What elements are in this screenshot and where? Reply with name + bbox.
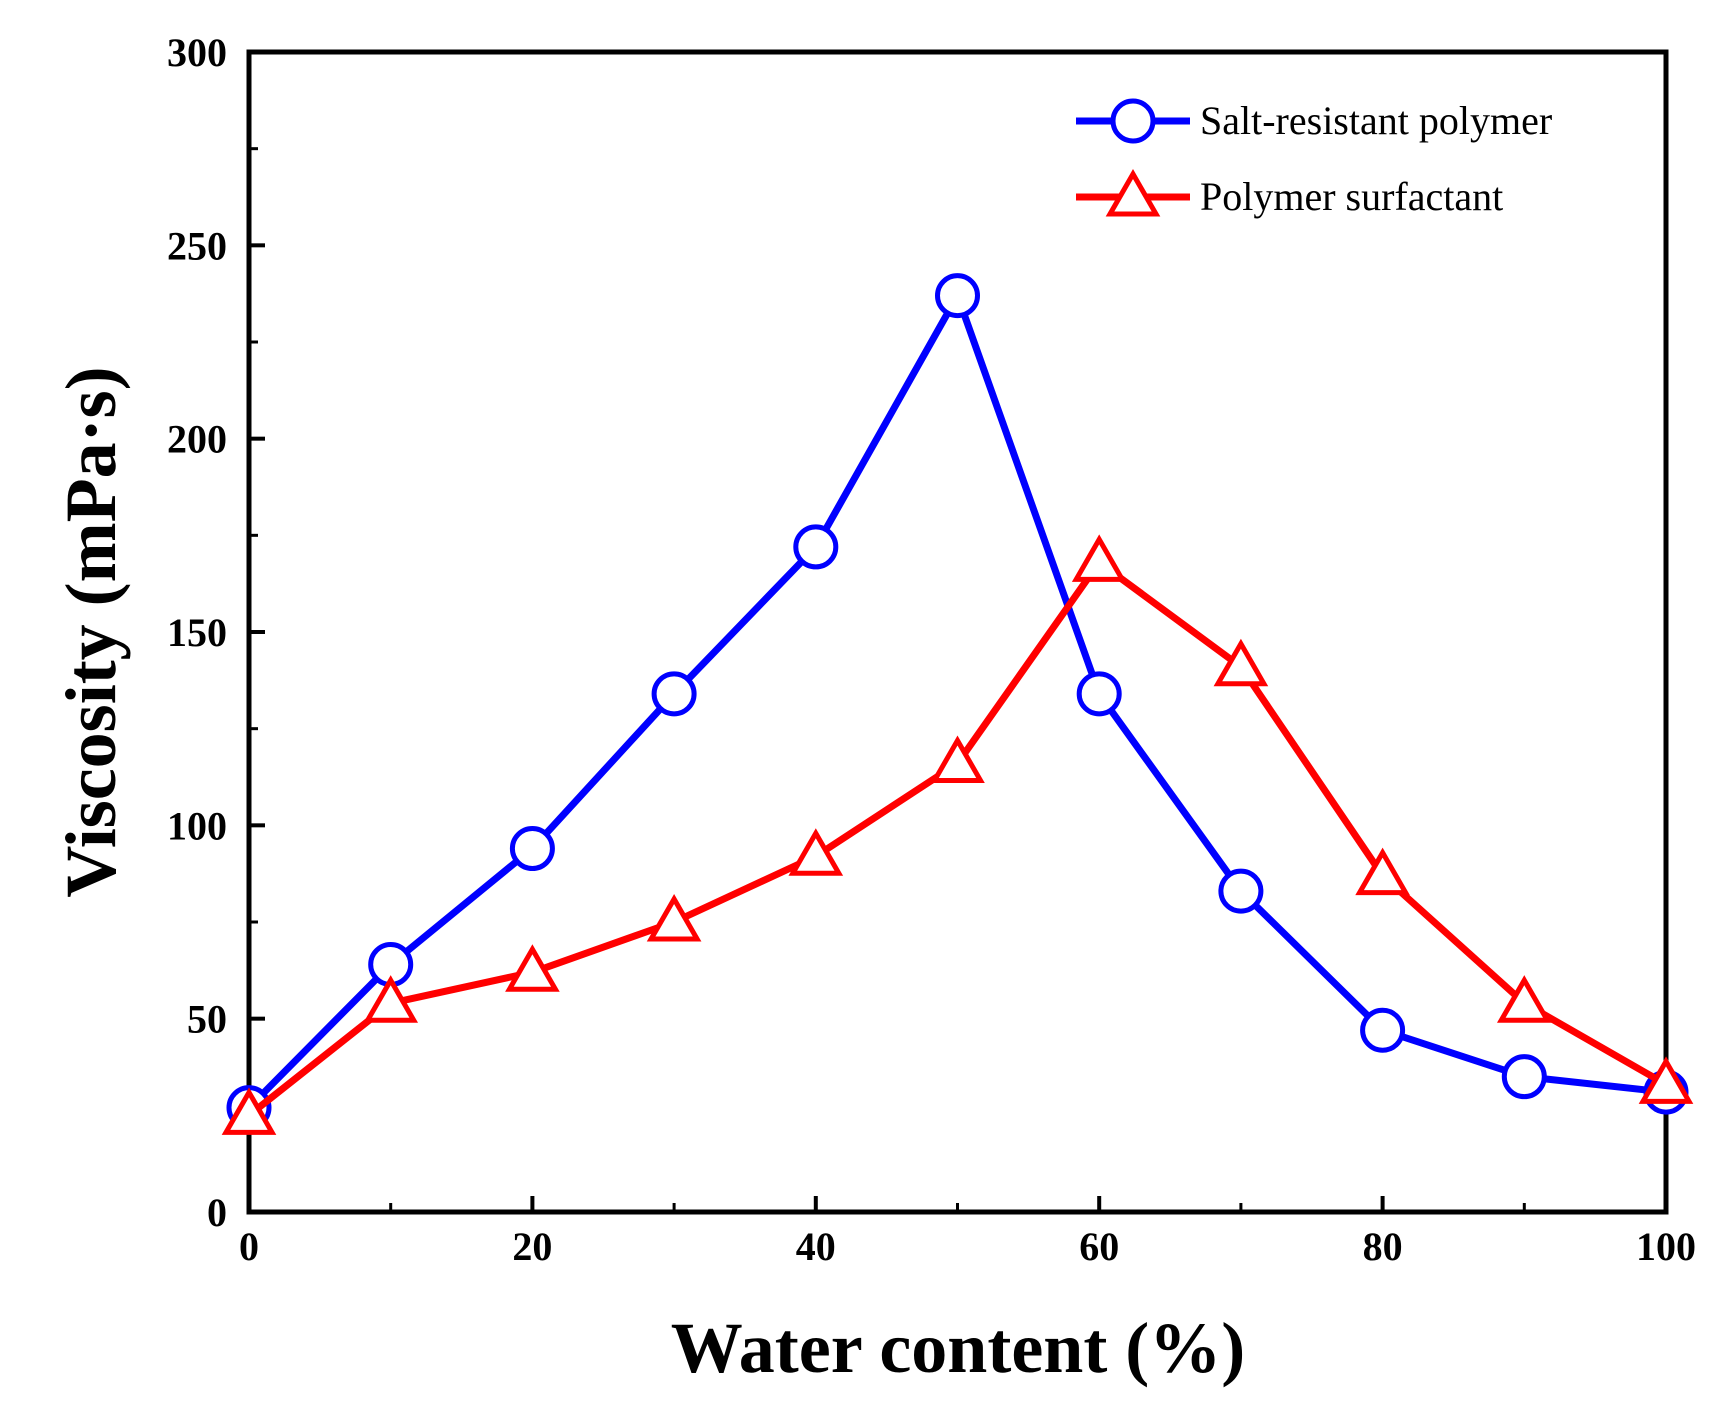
data-point-polymer-surfactant [1213,638,1269,687]
data-point-polymer-surfactant [788,828,844,876]
data-point-salt-resistant-polymer [509,826,555,872]
data-point-polymer-surfactant [221,1087,277,1135]
legend: Salt-resistant polymer Polymer surfactan… [1076,98,1552,219]
data-point-polymer-surfactant [363,975,419,1023]
data-point-polymer-surfactant [505,944,560,992]
x-tick-label: 100 [1636,1224,1696,1269]
data-point-salt-resistant-polymer [1501,1054,1547,1100]
data-point-polymer-surfactant [1355,847,1410,896]
y-tick-label: 100 [167,803,227,848]
plot-frame [246,49,1669,1215]
data-point-polymer-surfactant [1496,975,1552,1023]
data-point-salt-resistant-polymer [1076,671,1122,717]
series-line-polymer-surfactant [246,558,1668,1119]
data-point-polymer-surfactant [1071,534,1127,582]
legend-marker-polymer-surfactant [1105,168,1161,217]
series-layer [221,273,1694,1135]
series-polymer-surfactant [221,534,1694,1135]
x-tick-label: 80 [1363,1224,1403,1269]
y-tick-label: 300 [167,30,227,75]
legend-label-salt-resistant-polymer: Salt-resistant polymer [1200,98,1552,143]
x-tick-label: 0 [239,1224,259,1269]
data-point-polymer-surfactant [646,893,702,942]
data-point-polymer-surfactant [1638,1056,1694,1104]
plot-area [246,49,1669,1215]
series-salt-resistant-polymer [226,273,1689,1131]
y-tick-label: 50 [187,997,227,1042]
legend-label-polymer-surfactant: Polymer surfactant [1200,174,1503,219]
y-tick-label: 0 [207,1190,227,1235]
axes: 0 20 40 60 80 100 0 50 100 150 200 250 300 [167,30,1696,1269]
data-point-salt-resistant-polymer [793,524,839,570]
x-tick-label: 40 [796,1224,836,1269]
y-axis-title: Viscosity (mPa·s) [51,366,131,897]
data-point-salt-resistant-polymer [1218,868,1264,914]
x-axis-title: Water content (%) [671,1308,1246,1388]
y-tick-label: 200 [167,417,227,462]
data-point-salt-resistant-polymer [1360,1007,1406,1053]
y-tick-label: 150 [167,610,227,655]
data-point-polymer-surfactant [930,735,985,783]
data-point-salt-resistant-polymer [935,273,980,319]
legend-marker-salt-resistant-polymer [1110,98,1156,144]
y-tick-label: 250 [167,223,227,268]
data-point-salt-resistant-polymer [651,671,697,717]
x-tick-label: 20 [512,1224,552,1269]
x-tick-label: 60 [1079,1224,1119,1269]
